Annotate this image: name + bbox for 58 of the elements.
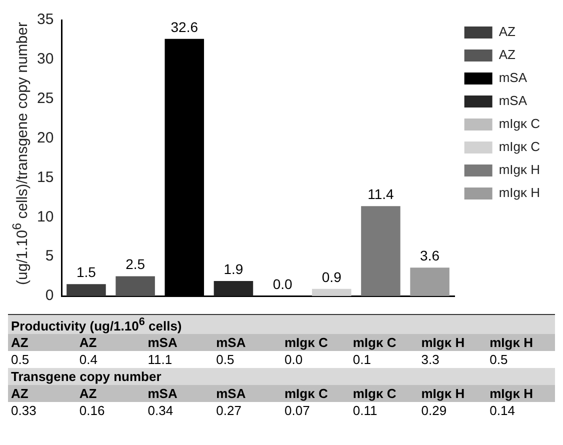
y-tick-label: 15 <box>36 168 54 186</box>
data-label: 0.0 <box>272 276 292 292</box>
category-label: AZ <box>11 386 28 402</box>
data-label: 32.6 <box>170 18 198 35</box>
category-label: mIgκ H <box>420 334 466 352</box>
data-label: 0.14 <box>488 402 516 420</box>
category-label: mIgκ C <box>284 334 329 352</box>
y-tick-label: 20 <box>36 129 54 146</box>
data-label: 1.9 <box>224 260 244 277</box>
legend-label: AZ <box>498 47 516 62</box>
category-label: mSA <box>146 334 178 352</box>
category-label: AZ <box>78 334 98 352</box>
category-label: mSA <box>148 386 178 402</box>
legend-label: AZ <box>498 24 516 40</box>
y-tick-label: 25 <box>36 90 54 107</box>
y-tick-label: 5 <box>45 248 54 265</box>
data-label: 2.5 <box>126 256 146 272</box>
data-label: 3.6 <box>420 247 440 264</box>
data-label: 0.07 <box>284 402 311 420</box>
data-label: 0.29 <box>420 402 448 420</box>
text: Transgene copy number <box>8 368 555 386</box>
data-label: 3.3 <box>420 351 440 368</box>
category-label: mSA <box>215 334 247 352</box>
text: Productivity (ug/1.10$^{6}$ cells) <box>8 315 555 334</box>
data-label: 0.9 <box>322 268 342 285</box>
data-label: 0.27 <box>215 402 242 420</box>
category-label: mIgκ H <box>488 334 534 352</box>
data-label: 0.34 <box>146 402 174 420</box>
category-label: mIgκ H <box>490 386 533 402</box>
category-label: mIgκ H <box>421 386 465 402</box>
category-label: mIgκ C <box>352 386 396 402</box>
data-label: 0.11 <box>352 402 378 420</box>
data-label: 0.5 <box>215 351 236 368</box>
data-label: 11.4 <box>368 186 394 202</box>
data-label: 0.16 <box>78 402 106 420</box>
data-label: 0.0 <box>284 351 304 368</box>
data-label: 0.33 <box>10 402 38 420</box>
legend-label: mSA <box>498 93 528 108</box>
category-label: AZ <box>10 334 30 352</box>
legend-label: mIgκ C <box>498 116 540 132</box>
y-tick-label: 10 <box>36 208 54 226</box>
category-label: mSA <box>216 386 246 402</box>
category-label: AZ <box>79 386 97 402</box>
legend-label: mSA <box>498 70 528 86</box>
data-label: 0.5 <box>10 351 30 368</box>
data-label: 0.1 <box>352 351 372 368</box>
category-label: mIgκ C <box>284 386 328 402</box>
data-label: 0.4 <box>78 351 98 368</box>
y-tick-label: 0 <box>45 287 54 304</box>
legend-label: mIgκ C <box>498 139 540 154</box>
y-tick-label: 30 <box>36 50 54 68</box>
data-label: 11.1 <box>146 351 174 368</box>
data-label: 0.5 <box>488 351 509 368</box>
data-label: 1.5 <box>76 264 96 280</box>
legend-label: mIgκ H <box>498 185 540 200</box>
legend-label: mIgκ H <box>498 162 540 178</box>
y-tick-label: 35 <box>36 11 54 28</box>
category-label: mIgκ C <box>352 334 398 352</box>
